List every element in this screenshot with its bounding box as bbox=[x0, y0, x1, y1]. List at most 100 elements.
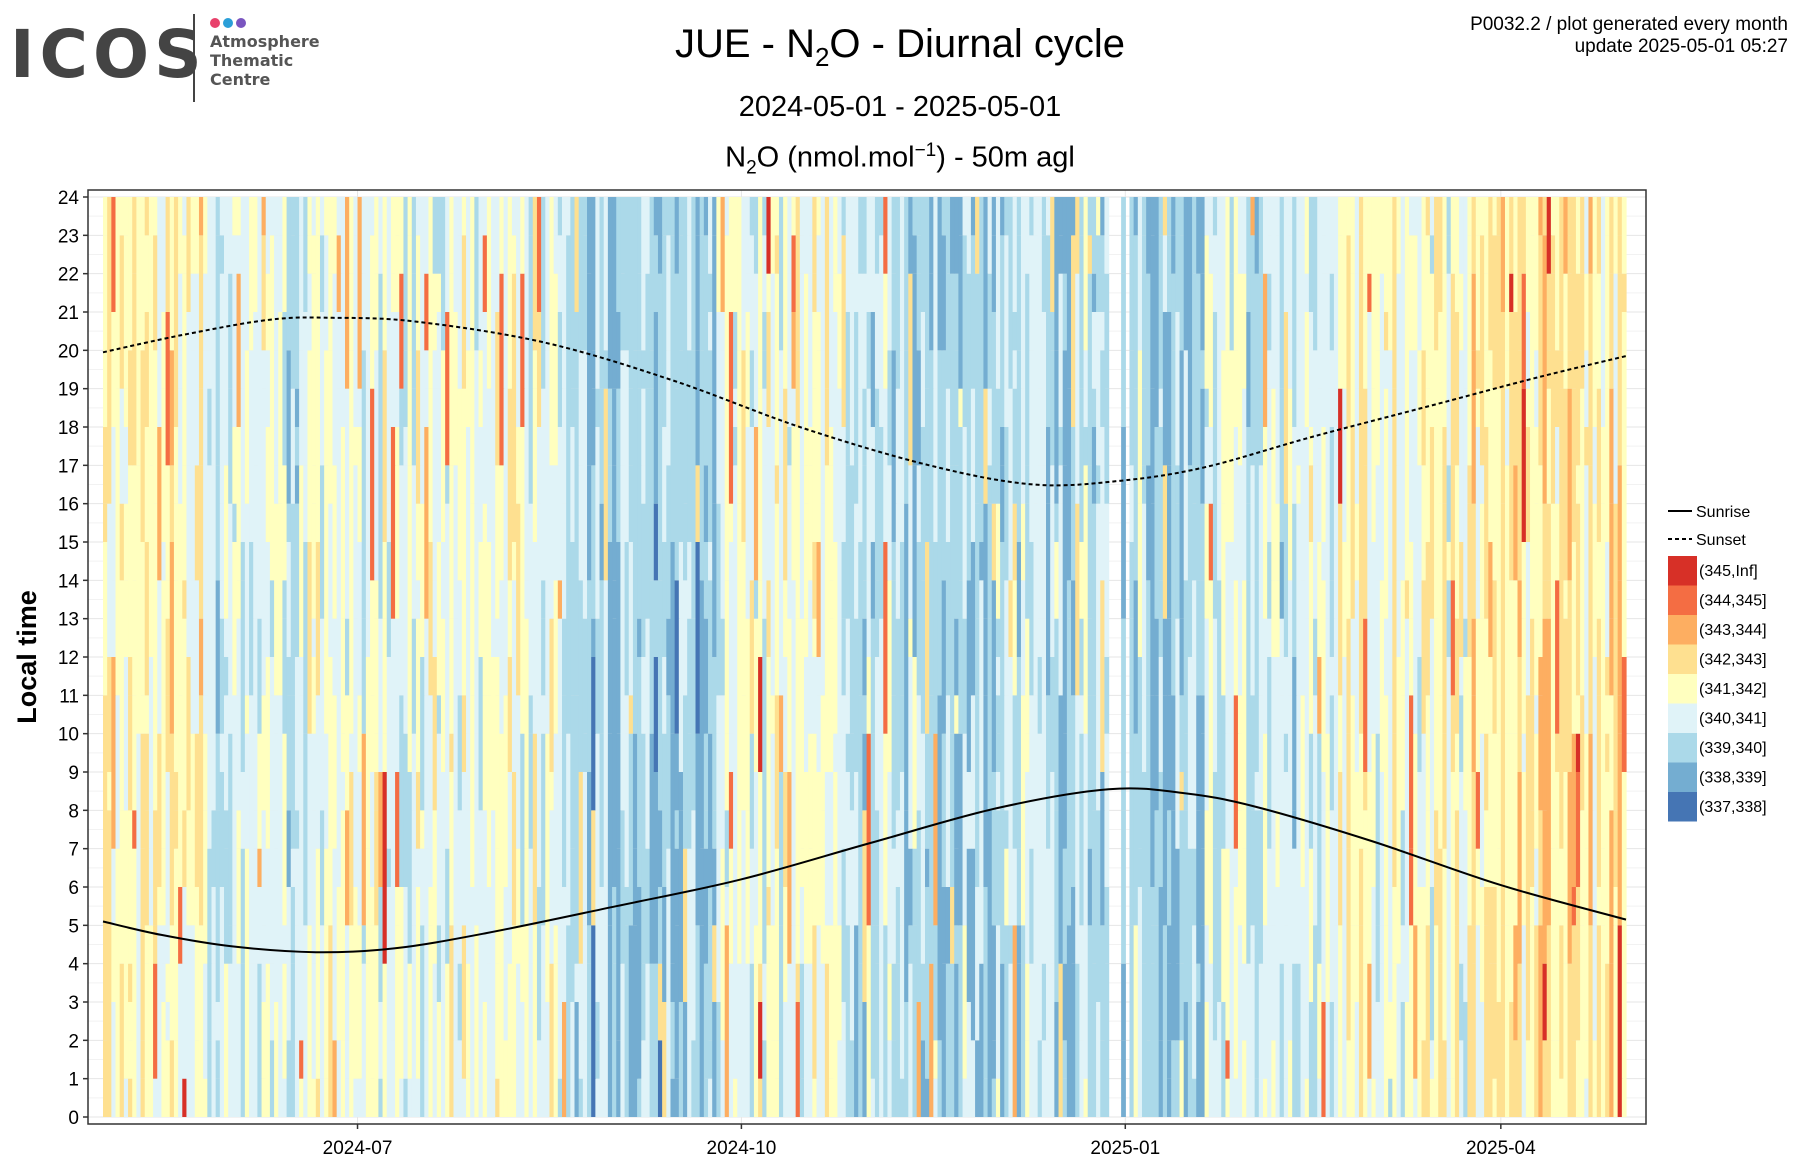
heatmap-cell bbox=[1525, 197, 1531, 312]
heatmap-cell bbox=[1563, 963, 1569, 1117]
heatmap-cell bbox=[219, 542, 225, 581]
heatmap-cell bbox=[912, 235, 918, 274]
heatmap-cell bbox=[1559, 1078, 1565, 1117]
heatmap-cell bbox=[883, 733, 889, 926]
heatmap-cell bbox=[1454, 733, 1460, 811]
heatmap-cell bbox=[695, 350, 701, 466]
heatmap-cell bbox=[858, 963, 864, 1117]
heatmap-cell bbox=[1279, 963, 1285, 1117]
heatmap-cell bbox=[1288, 388, 1293, 581]
heatmap-cell bbox=[207, 772, 213, 849]
heatmap-cell bbox=[1613, 810, 1619, 887]
heatmap-cell bbox=[319, 312, 325, 466]
heatmap-cell bbox=[269, 1002, 275, 1041]
heatmap-cell bbox=[674, 733, 680, 811]
heatmap-cell bbox=[745, 963, 751, 1117]
heatmap-cell bbox=[1584, 1040, 1590, 1079]
heatmap-cell bbox=[545, 733, 551, 887]
heatmap-cell bbox=[1496, 580, 1502, 734]
heatmap-cell bbox=[912, 657, 918, 849]
heatmap-cell bbox=[1392, 388, 1398, 542]
heatmap-cell bbox=[345, 1078, 350, 1117]
heatmap-cell bbox=[1129, 618, 1135, 772]
heatmap-cell bbox=[975, 197, 980, 274]
heatmap-cell bbox=[1029, 235, 1035, 351]
heatmap-cell bbox=[1187, 1002, 1193, 1117]
heatmap-cell bbox=[612, 388, 617, 466]
heatmap-cell bbox=[591, 810, 596, 926]
heatmap-cell bbox=[1221, 350, 1227, 504]
heatmap-cell bbox=[269, 963, 275, 1002]
heatmap-cell bbox=[1600, 350, 1606, 427]
heatmap-cell bbox=[883, 197, 889, 274]
heatmap-cell bbox=[1530, 235, 1535, 427]
heatmap-cell bbox=[457, 388, 463, 581]
heatmap-cell bbox=[395, 925, 400, 1117]
heatmap-cell bbox=[1367, 772, 1373, 964]
heatmap-cell bbox=[1033, 542, 1039, 696]
heatmap-cell bbox=[374, 350, 379, 542]
y-tick-label: 20 bbox=[58, 341, 79, 362]
heatmap-cell bbox=[1033, 427, 1039, 504]
heatmap-cell bbox=[1563, 197, 1569, 274]
heatmap-cell bbox=[516, 848, 521, 964]
heatmap-cell bbox=[524, 273, 530, 389]
heatmap-cell bbox=[198, 618, 204, 696]
heatmap-cell bbox=[1016, 772, 1022, 849]
heatmap-cell bbox=[1046, 503, 1051, 696]
heatmap-cell bbox=[1275, 810, 1281, 887]
heatmap-cell bbox=[495, 618, 500, 657]
heatmap-cell bbox=[516, 695, 521, 849]
heatmap-cell bbox=[674, 580, 680, 734]
heatmap-cell bbox=[570, 427, 576, 542]
heatmap-cell bbox=[774, 695, 780, 849]
heatmap-cell bbox=[574, 388, 580, 542]
heatmap-cell bbox=[440, 963, 446, 1117]
heatmap-cell bbox=[703, 235, 709, 312]
heatmap-cell bbox=[874, 273, 880, 312]
heatmap-cell bbox=[203, 273, 208, 312]
heatmap-cell bbox=[670, 197, 676, 236]
heatmap-cell bbox=[670, 427, 676, 542]
heatmap-cell bbox=[1592, 925, 1598, 1041]
heatmap-cell bbox=[549, 197, 555, 312]
heatmap-cell bbox=[1479, 1002, 1485, 1117]
heatmap-cell bbox=[115, 1002, 121, 1117]
heatmap-cell bbox=[1200, 848, 1206, 926]
heatmap-cell bbox=[453, 810, 459, 1002]
heatmap-cell bbox=[1509, 733, 1514, 887]
species-prefix: N bbox=[725, 141, 747, 174]
heatmap-cell bbox=[1167, 1040, 1172, 1079]
heatmap-cell bbox=[1484, 887, 1489, 926]
heatmap-cell bbox=[1584, 848, 1590, 1041]
heatmap-cell bbox=[1313, 465, 1318, 619]
heatmap-cell bbox=[549, 465, 555, 619]
heatmap-cell bbox=[353, 197, 359, 236]
heatmap-cell bbox=[1246, 772, 1252, 964]
heatmap-cell bbox=[820, 350, 826, 427]
heatmap-cell bbox=[879, 733, 884, 926]
heatmap-cell bbox=[1233, 848, 1239, 887]
heatmap-cell bbox=[1396, 963, 1402, 1117]
heatmap-cell bbox=[1421, 542, 1427, 581]
heatmap-cell bbox=[1329, 197, 1335, 274]
heatmap-cell bbox=[1217, 312, 1222, 389]
heatmap-cell bbox=[524, 388, 530, 427]
heatmap-cell bbox=[858, 542, 864, 696]
heatmap-cell bbox=[1513, 197, 1519, 312]
heatmap-cell bbox=[1425, 695, 1431, 811]
heatmap-cell bbox=[1559, 542, 1565, 657]
heatmap-cell bbox=[1196, 695, 1201, 811]
heatmap-cell bbox=[1379, 273, 1385, 427]
heatmap-cell bbox=[524, 618, 530, 772]
heatmap-cell bbox=[933, 925, 939, 1002]
heatmap-cell bbox=[841, 657, 847, 696]
heatmap-cell bbox=[1409, 925, 1414, 1117]
heatmap-cell bbox=[520, 1002, 526, 1117]
heatmap-cell bbox=[587, 925, 592, 964]
heatmap-cell bbox=[1605, 388, 1610, 542]
heatmap-cell bbox=[153, 503, 158, 657]
heatmap-cell bbox=[925, 1078, 930, 1117]
heatmap-cell bbox=[1450, 465, 1456, 581]
heatmap-cell bbox=[315, 695, 321, 849]
